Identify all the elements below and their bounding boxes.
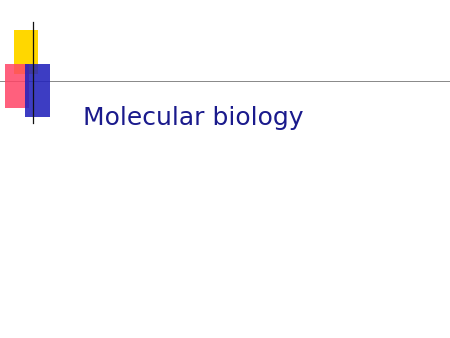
Bar — [25, 64, 50, 117]
Bar — [14, 30, 38, 74]
Bar — [4, 64, 29, 108]
Text: Molecular biology: Molecular biology — [83, 106, 304, 130]
